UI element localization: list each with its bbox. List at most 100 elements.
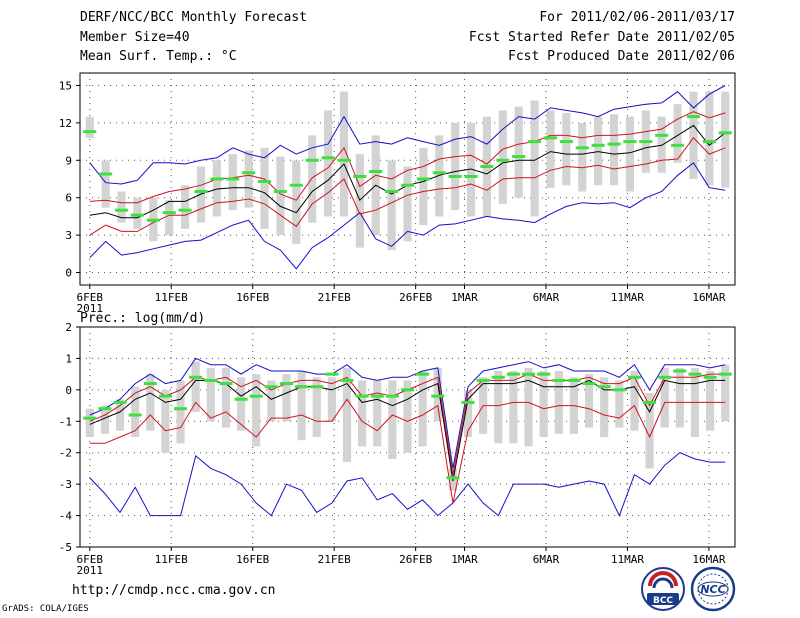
panel1-observed-mark — [130, 213, 144, 217]
panel2-spread-box — [600, 377, 609, 437]
panel2-observed-mark — [143, 382, 157, 386]
panel2-observed-mark — [506, 372, 520, 376]
panel2-observed-mark — [174, 407, 188, 411]
panel2-xtick-label: 1MAR — [451, 553, 478, 566]
panel1-spread-box — [498, 110, 507, 204]
panel2-observed-mark — [431, 394, 445, 398]
panel2-spread-box — [721, 364, 730, 422]
panel1-observed-mark — [575, 146, 589, 150]
panel1-observed-mark — [146, 218, 160, 222]
panel2-spread-box — [312, 377, 321, 437]
panel1-spread-box — [530, 100, 539, 217]
panel1-observed-mark — [115, 208, 129, 212]
panel1-spread-box — [85, 116, 94, 138]
panel1-ytick-label: 12 — [59, 117, 72, 130]
panel2-observed-mark — [113, 400, 127, 404]
panel1-spread-box — [562, 112, 571, 186]
ncc-logo: NCC — [690, 566, 736, 612]
panel2-observed-mark — [567, 378, 581, 382]
panel2-observed-mark — [491, 375, 505, 379]
panel2-ytick-label: 1 — [65, 352, 72, 365]
panel2-spread-box — [252, 374, 261, 447]
panel2-xtick-label: 26FEB — [399, 553, 432, 566]
panel2-ytick-label: -1 — [59, 415, 72, 428]
panel2-ytick-label: 0 — [65, 384, 72, 397]
panel2-observed-mark — [416, 372, 430, 376]
panel2-observed-mark — [279, 382, 293, 386]
panel2-observed-mark — [204, 378, 218, 382]
panel1-spread-box — [625, 116, 634, 192]
panel2-observed-mark — [658, 375, 672, 379]
panel2-spread-box — [282, 374, 291, 422]
panel2-xtick-label: 6FEB — [77, 553, 104, 566]
panel1-observed-mark — [655, 133, 669, 137]
panel1-xtick-label: 11FEB — [155, 291, 188, 304]
panel1-ytick-label: 9 — [65, 154, 72, 167]
panel2-observed-mark — [340, 378, 354, 382]
panel2-observed-mark — [643, 400, 657, 404]
panel1-xtick-label: 6MAR — [533, 291, 560, 304]
panel1-observed-mark — [242, 171, 256, 175]
panel2-ytick-label: 2 — [65, 321, 72, 334]
panel2-observed-mark — [627, 375, 641, 379]
panel1-xtick-label: 26FEB — [399, 291, 432, 304]
panel1-observed-mark — [512, 155, 526, 159]
panel1-spread-box — [387, 160, 396, 251]
panel2-spread-box — [524, 367, 533, 447]
bcc-logo: BCC — [641, 567, 685, 611]
panel1-observed-mark — [496, 158, 510, 162]
panel2-observed-mark — [325, 372, 339, 376]
panel1-observed-mark — [178, 208, 192, 212]
panel2-observed-mark — [612, 388, 626, 392]
panel2-subtitle: Prec.: log(mm/d) — [80, 311, 205, 326]
panel1-observed-mark — [528, 140, 542, 144]
panel1-observed-mark — [210, 177, 224, 181]
panel2-spread-box — [176, 380, 185, 444]
panel2-line-extreme-high — [89, 357, 726, 469]
panel1-spread-box — [466, 122, 476, 217]
panel2-ytick-label: -4 — [59, 510, 73, 523]
panel2-spread-box — [675, 367, 684, 428]
panel1-xtick-label: 1MAR — [451, 291, 478, 304]
panel2-observed-mark — [461, 400, 475, 404]
panel2-observed-mark — [189, 375, 203, 379]
panel1-xtick-year: 2011 — [77, 302, 104, 315]
panel2-spread-box — [131, 386, 140, 437]
panel2-spread-box — [539, 371, 548, 437]
panel2-observed-mark — [83, 416, 97, 420]
panel2-spread-box — [267, 380, 276, 422]
panel1-observed-mark — [99, 172, 113, 176]
panel1-observed-mark — [671, 143, 685, 147]
panel2-observed-mark — [522, 372, 536, 376]
panel2-line-spread-low — [89, 398, 726, 504]
panel1-ytick-label: 0 — [65, 267, 72, 280]
panel1-spread-box — [689, 91, 698, 179]
panel1-spread-box — [514, 106, 523, 198]
panel1-spread-box — [546, 110, 555, 188]
panel1-line-spread-low — [89, 137, 726, 236]
panel1-xtick-label: 6FEB — [77, 291, 104, 304]
panel2-observed-mark — [385, 394, 399, 398]
panel2-observed-mark — [582, 382, 596, 386]
panel1-spread-box — [578, 122, 587, 192]
panel2-xtick-label: 11MAR — [611, 553, 644, 566]
panel2-observed-mark — [219, 382, 233, 386]
panel2-observed-mark — [688, 372, 702, 376]
panel1-spread-box — [419, 147, 428, 226]
source-url[interactable]: http://cmdp.ncc.cma.gov.cn — [72, 583, 276, 598]
panel2-spread-box — [660, 367, 669, 428]
panel1-spread-box — [244, 150, 253, 208]
panel1-spread-box — [228, 154, 237, 211]
panel1-spread-box — [196, 166, 206, 223]
panel2-observed-mark — [264, 385, 278, 389]
panel2-observed-mark — [476, 378, 490, 382]
panel1-ytick-label: 3 — [65, 229, 72, 242]
variable-label: Mean Surf. Temp.: °C — [80, 49, 237, 64]
panel1-observed-mark — [686, 115, 700, 119]
panel2-spread-box — [554, 371, 563, 434]
panel2-observed-mark — [295, 385, 309, 389]
panel2-spread-box — [584, 374, 594, 428]
panel2-spread-box — [236, 377, 246, 431]
panel1-xtick-label: 11MAR — [611, 291, 644, 304]
panel1-observed-mark — [432, 171, 446, 175]
